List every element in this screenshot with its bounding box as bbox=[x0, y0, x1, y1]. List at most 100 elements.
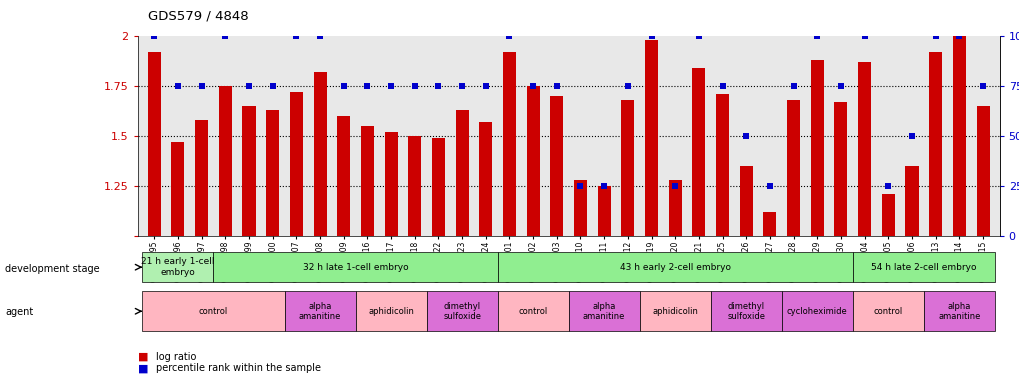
Point bbox=[643, 33, 659, 39]
Point bbox=[264, 83, 280, 89]
Text: 43 h early 2-cell embryo: 43 h early 2-cell embryo bbox=[620, 262, 730, 272]
Text: 32 h late 1-cell embryo: 32 h late 1-cell embryo bbox=[303, 262, 408, 272]
Bar bbox=[526, 86, 539, 236]
Point bbox=[359, 83, 375, 89]
Point bbox=[407, 83, 423, 89]
Bar bbox=[923, 291, 994, 331]
Bar bbox=[195, 120, 208, 236]
Bar bbox=[497, 252, 852, 282]
Bar bbox=[739, 166, 752, 236]
Text: alpha
amanitine: alpha amanitine bbox=[937, 302, 979, 321]
Point bbox=[430, 83, 446, 89]
Point bbox=[288, 33, 305, 39]
Point bbox=[312, 33, 328, 39]
Point bbox=[335, 83, 352, 89]
Point bbox=[146, 33, 162, 39]
Bar bbox=[143, 291, 284, 331]
Point bbox=[808, 33, 824, 39]
Bar bbox=[455, 110, 468, 236]
Bar bbox=[384, 132, 397, 236]
Bar bbox=[289, 92, 303, 236]
Text: control: control bbox=[518, 307, 547, 316]
Bar bbox=[243, 106, 255, 236]
Point bbox=[572, 183, 588, 189]
Point bbox=[169, 83, 185, 89]
Bar bbox=[313, 72, 326, 236]
Bar bbox=[337, 116, 350, 236]
Point bbox=[761, 183, 777, 189]
Point bbox=[382, 83, 398, 89]
Point bbox=[738, 133, 754, 139]
Bar bbox=[479, 122, 492, 236]
Bar bbox=[881, 194, 894, 236]
Bar bbox=[668, 180, 681, 236]
Text: aphidicolin: aphidicolin bbox=[368, 307, 414, 316]
Bar bbox=[550, 96, 562, 236]
Bar bbox=[431, 138, 444, 236]
Text: 21 h early 1-cell
embryo: 21 h early 1-cell embryo bbox=[141, 258, 214, 277]
Text: alpha
amanitine: alpha amanitine bbox=[299, 302, 341, 321]
Bar bbox=[597, 186, 610, 236]
Bar bbox=[644, 40, 657, 236]
Text: dimethyl
sulfoxide: dimethyl sulfoxide bbox=[727, 302, 764, 321]
Point bbox=[240, 83, 257, 89]
Bar bbox=[213, 252, 497, 282]
Bar bbox=[781, 291, 852, 331]
Text: alpha
amanitine: alpha amanitine bbox=[583, 302, 625, 321]
Text: agent: agent bbox=[5, 307, 34, 317]
Bar bbox=[502, 52, 516, 236]
Text: cycloheximide: cycloheximide bbox=[786, 307, 847, 316]
Bar bbox=[834, 102, 847, 236]
Point bbox=[832, 83, 848, 89]
Point bbox=[525, 83, 541, 89]
Text: ■: ■ bbox=[138, 352, 148, 362]
Text: control: control bbox=[873, 307, 902, 316]
Text: ■: ■ bbox=[138, 363, 148, 373]
Bar bbox=[852, 252, 994, 282]
Point bbox=[879, 183, 896, 189]
Point bbox=[194, 83, 210, 89]
Bar bbox=[361, 126, 374, 236]
Point bbox=[620, 83, 636, 89]
Bar bbox=[905, 166, 917, 236]
Bar bbox=[710, 291, 781, 331]
Text: log ratio: log ratio bbox=[156, 352, 197, 362]
Bar bbox=[692, 68, 705, 236]
Bar bbox=[715, 94, 729, 236]
Bar bbox=[426, 291, 497, 331]
Bar bbox=[266, 110, 279, 236]
Bar bbox=[497, 291, 569, 331]
Text: percentile rank within the sample: percentile rank within the sample bbox=[156, 363, 321, 373]
Point bbox=[217, 33, 233, 39]
Bar bbox=[284, 291, 356, 331]
Bar bbox=[621, 100, 634, 236]
Text: GDS579 / 4848: GDS579 / 4848 bbox=[148, 9, 249, 22]
Bar bbox=[171, 142, 184, 236]
Bar bbox=[928, 52, 942, 236]
Point bbox=[477, 83, 493, 89]
Point bbox=[548, 83, 565, 89]
Bar bbox=[408, 136, 421, 236]
Bar bbox=[857, 62, 870, 236]
Point bbox=[785, 83, 801, 89]
Point bbox=[974, 83, 990, 89]
Bar bbox=[219, 86, 231, 236]
Bar bbox=[356, 291, 426, 331]
Bar bbox=[852, 291, 923, 331]
Point bbox=[666, 183, 683, 189]
Point bbox=[926, 33, 943, 39]
Bar bbox=[148, 52, 161, 236]
Bar bbox=[810, 60, 823, 236]
Text: control: control bbox=[199, 307, 228, 316]
Text: 54 h late 2-cell embryo: 54 h late 2-cell embryo bbox=[870, 262, 975, 272]
Point bbox=[903, 133, 919, 139]
Bar bbox=[762, 212, 775, 236]
Bar bbox=[569, 291, 639, 331]
Point bbox=[856, 33, 872, 39]
Text: aphidicolin: aphidicolin bbox=[651, 307, 697, 316]
Text: dimethyl
sulfoxide: dimethyl sulfoxide bbox=[442, 302, 481, 321]
Bar bbox=[143, 252, 213, 282]
Point bbox=[500, 33, 517, 39]
Bar bbox=[787, 100, 799, 236]
Point bbox=[690, 33, 706, 39]
